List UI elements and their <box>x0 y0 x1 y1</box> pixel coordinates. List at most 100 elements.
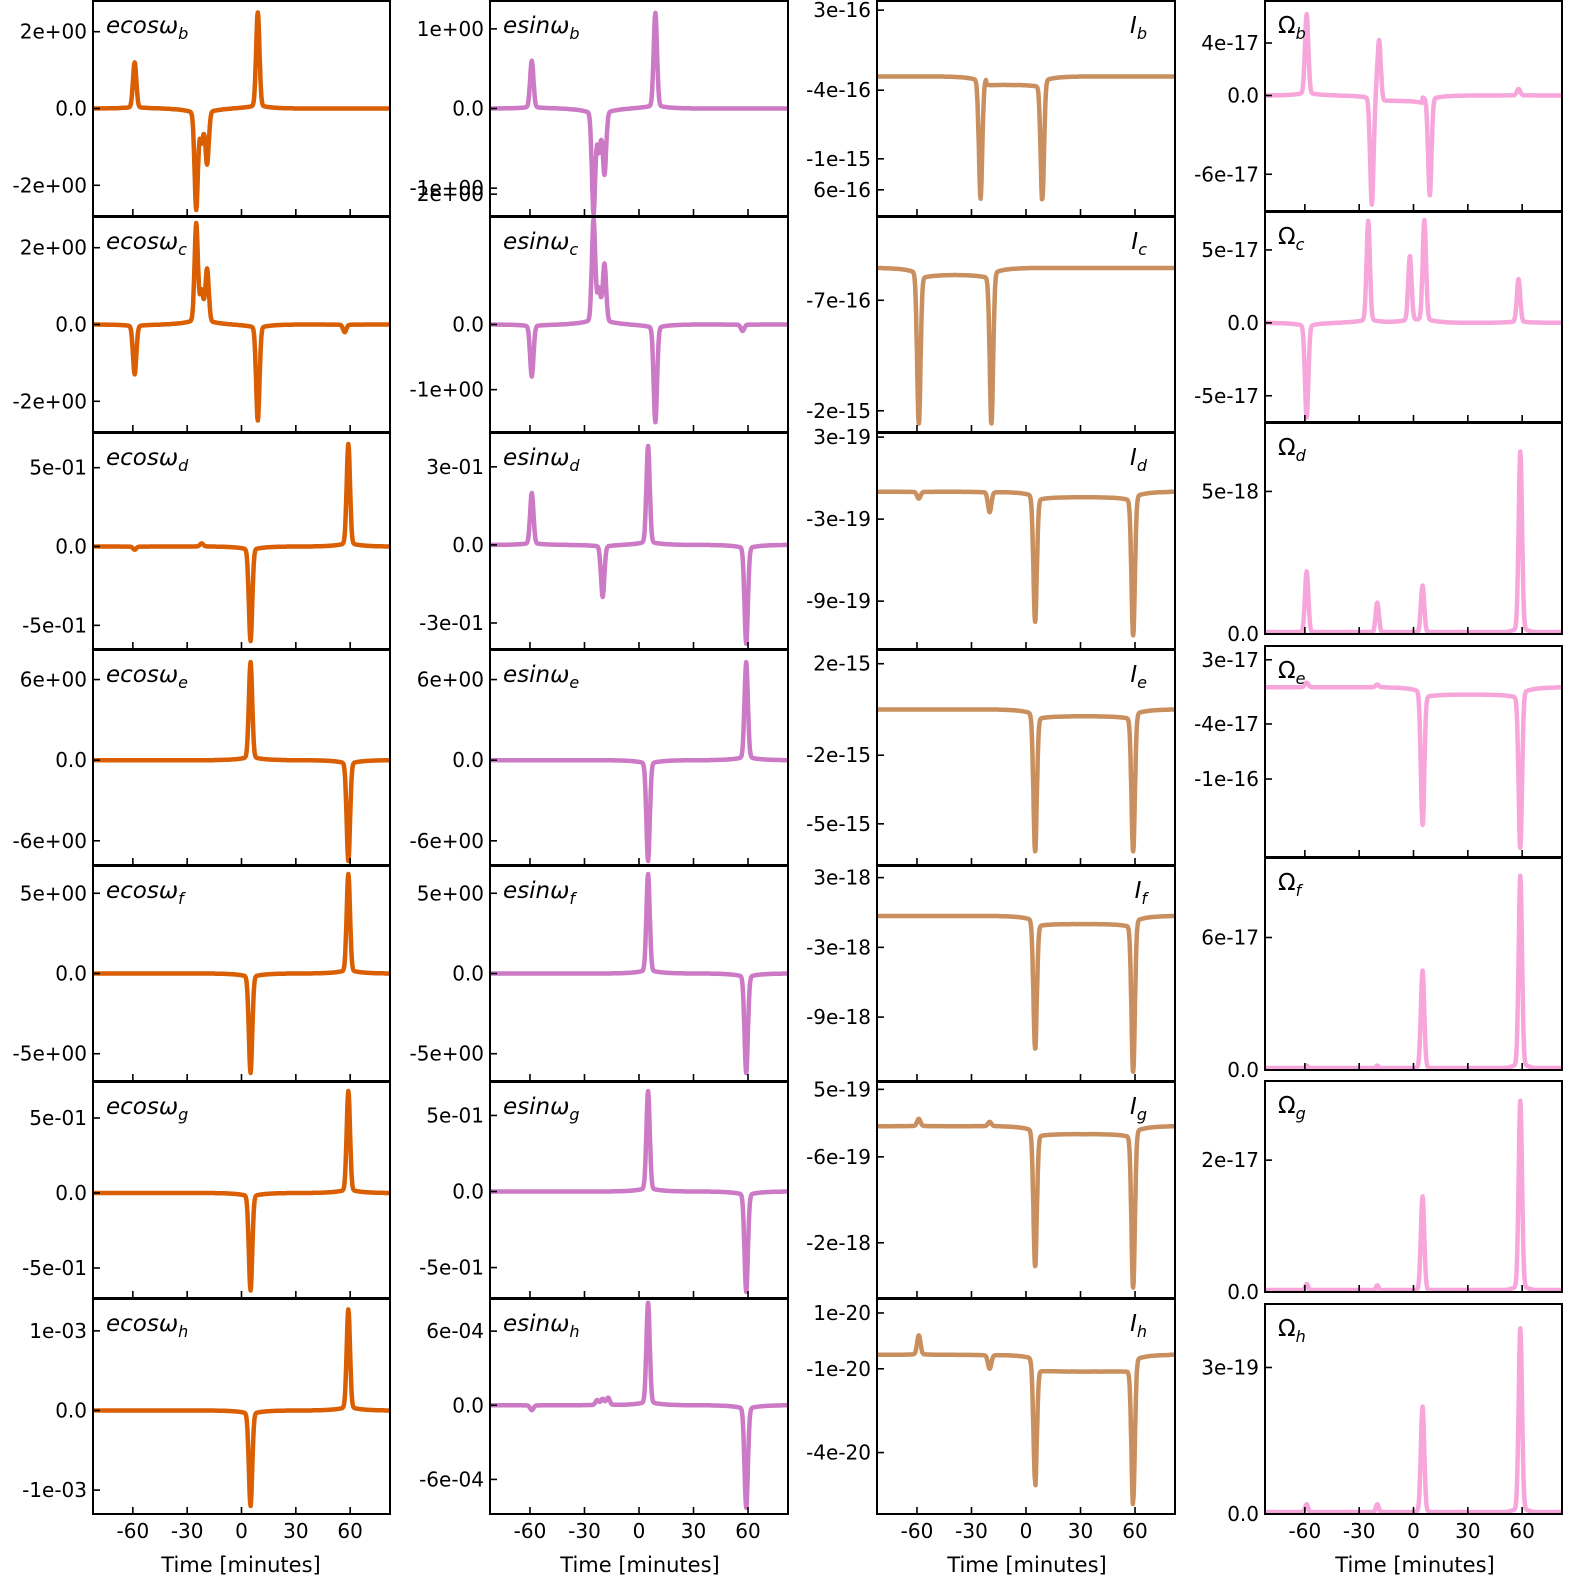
panel-title-subscript: b <box>178 24 188 43</box>
panel-title-main: I <box>1130 662 1137 688</box>
panel-title-subscript: b <box>1137 24 1147 43</box>
panel-title: esinωc <box>503 229 578 259</box>
y-tick-label: 2e-17 <box>1201 1148 1259 1172</box>
x-tick-label: 0 <box>1020 1519 1033 1543</box>
panel-esin-h: 6e-04 0.0 -6e-04 -60 -30 0 30 60 esinωh <box>419 1298 789 1543</box>
panel-title-subscript: h <box>1296 1327 1306 1346</box>
x-tick-label: 60 <box>1122 1519 1147 1543</box>
y-tick-label: 6e-17 <box>1201 926 1259 950</box>
panel-title-main: esinω <box>503 445 569 471</box>
panel-title-subscript: f <box>178 889 186 908</box>
y-tick-label: -5e-01 <box>419 1256 484 1280</box>
panel-title-subscript: c <box>1296 235 1305 254</box>
panel-title-main: I <box>1130 13 1137 39</box>
panel-title-main: esinω <box>503 662 569 688</box>
series-line-Omega-g <box>1265 1098 1562 1292</box>
panel-ecos-f: 5e+00 0.0 -5e+00 ecosωf <box>13 865 391 1082</box>
panel-title-subscript: f <box>1141 889 1149 908</box>
series-line-Omega-d <box>1265 449 1562 634</box>
x-tick-label: 0 <box>1407 1519 1420 1543</box>
x-tick-label: -30 <box>568 1519 601 1543</box>
panel-title-subscript: h <box>569 1322 579 1341</box>
panel-title-subscript: c <box>1138 240 1147 259</box>
y-tick-label: 0.0 <box>55 1181 87 1205</box>
panel-title-subscript: g <box>1137 1105 1147 1124</box>
y-tick-label: 5e-17 <box>1201 238 1259 262</box>
y-tick-label: -6e-04 <box>419 1467 484 1491</box>
panel-title: ecosωd <box>106 445 189 475</box>
panel-title: ecosωf <box>106 878 186 908</box>
y-tick-label: 3e-19 <box>813 425 871 449</box>
panel-title: Ωd <box>1278 435 1307 465</box>
x-tick-label: 60 <box>1509 1519 1534 1543</box>
panel-title-subscript: e <box>1137 673 1147 692</box>
y-tick-label: 5e-01 <box>29 456 87 480</box>
panel-title: esinωd <box>503 445 580 475</box>
series-line-esin-b <box>490 10 788 216</box>
y-tick-label: 3e-16 <box>813 0 871 22</box>
y-tick-label: 0.0 <box>55 962 87 986</box>
panel-title: Ωb <box>1278 13 1306 43</box>
series-line-ecos-h <box>93 1307 390 1509</box>
x-tick-label: -60 <box>514 1519 547 1543</box>
panel-title-main: esinω <box>503 229 569 255</box>
panel-title-main: ecosω <box>106 13 178 39</box>
panel-title-subscript: c <box>178 240 187 259</box>
y-tick-label: 2e+00 <box>20 20 87 44</box>
y-tick-label: -2e-18 <box>806 1231 871 1255</box>
series-line-ecos-e <box>93 659 390 864</box>
y-tick-label: -5e+00 <box>410 1042 484 1066</box>
y-tick-label: -1e-03 <box>22 1478 87 1502</box>
panel-title: Ic <box>1131 229 1147 259</box>
series-line-esin-h <box>490 1300 788 1511</box>
panel-title: ecosωh <box>106 1311 188 1341</box>
y-tick-label: 0.0 <box>452 748 484 772</box>
series-line-Omega-b <box>1265 11 1562 207</box>
y-tick-label: 5e+00 <box>417 881 484 905</box>
xlabel-col-4: Time [minutes] <box>1334 1553 1494 1577</box>
x-tick-label: 30 <box>1455 1519 1480 1543</box>
panel-title-main: ecosω <box>106 1311 178 1337</box>
panel-I-g: 5e-19 -6e-19 -2e-18 Ig <box>806 1077 1176 1299</box>
series-line-I-d <box>877 489 1175 638</box>
y-tick-label: -5e+00 <box>13 1042 87 1066</box>
series-line-esin-g <box>490 1088 788 1295</box>
panel-title: Ih <box>1130 1311 1147 1341</box>
panel-title-main: ecosω <box>106 1094 178 1120</box>
series-line-ecos-d <box>93 441 390 644</box>
y-tick-label: 3e-18 <box>813 866 871 890</box>
panel-title-subscript: d <box>1137 456 1148 475</box>
series-line-Omega-c <box>1265 217 1562 420</box>
y-tick-label: -2e+00 <box>13 389 87 413</box>
x-tick-label: -60 <box>117 1519 150 1543</box>
panel-title-main: ecosω <box>106 229 178 255</box>
y-tick-label: -4e-17 <box>1194 712 1259 736</box>
series-line-ecos-b <box>93 10 390 213</box>
y-tick-label: -9e-18 <box>806 1005 871 1029</box>
panel-Omega-b: 4e-17 0.0 -6e-17 Ωb <box>1194 0 1563 212</box>
panel-title-main: esinω <box>503 1311 569 1337</box>
y-tick-label: 0.0 <box>1227 1280 1259 1304</box>
xlabel-col-1: Time [minutes] <box>160 1553 320 1577</box>
panel-title-subscript: f <box>1296 881 1304 900</box>
y-tick-label: 0.0 <box>452 97 484 121</box>
y-tick-label: 0.0 <box>452 962 484 986</box>
y-tick-label: 0.0 <box>55 535 87 559</box>
panel-I-b: 3e-16 -4e-16 -1e-15 Ib <box>806 0 1176 217</box>
panel-title-main: I <box>1135 878 1142 904</box>
panel-title: ecosωb <box>106 13 188 43</box>
y-tick-label: 6e-04 <box>426 1319 484 1343</box>
y-tick-label: -1e-16 <box>1194 767 1259 791</box>
series-line-esin-c <box>490 217 788 425</box>
panel-Omega-e: 3e-17 -4e-17 -1e-16 Ωe <box>1194 645 1563 858</box>
panel-title: Ib <box>1130 13 1147 43</box>
panel-title-main: Ω <box>1278 870 1296 896</box>
x-tick-label: -60 <box>901 1519 934 1543</box>
panel-title-main: Ω <box>1278 13 1296 39</box>
panel-title-subscript: b <box>1296 24 1306 43</box>
panel-title: Ie <box>1130 662 1147 692</box>
y-tick-label: 6e-16 <box>813 178 871 202</box>
y-tick-label: 0.0 <box>1227 1058 1259 1082</box>
panel-title-main: Ω <box>1278 1316 1296 1342</box>
